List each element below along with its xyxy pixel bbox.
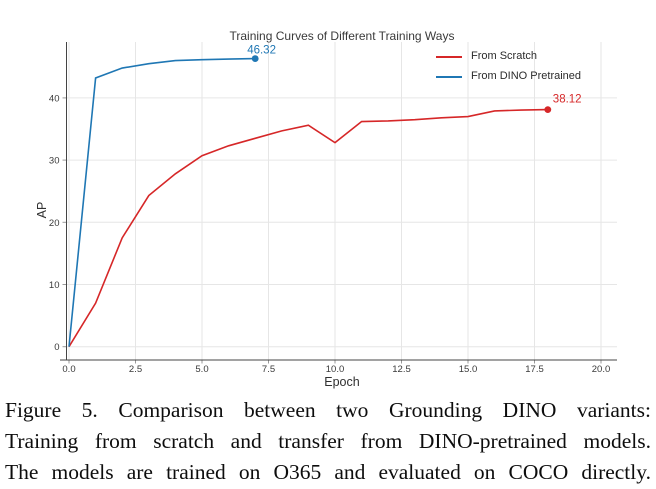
x-tick-label: 15.0 [459, 364, 478, 375]
y-tick-label: 40 [49, 93, 60, 104]
x-axis-label: Epoch [324, 375, 359, 389]
legend-swatch-from-dino-pretrained [436, 75, 462, 78]
caption-line-3: The models are trained on O365 and evalu… [5, 460, 651, 484]
y-tick-label: 0 [54, 342, 59, 353]
legend-swatch-from-scratch [436, 55, 462, 58]
y-tick-label: 20 [49, 218, 60, 229]
tick-marks [62, 97, 602, 364]
y-axis-label: AP [35, 202, 49, 219]
x-tick-label: 7.5 [262, 364, 275, 375]
chart-title: Training Curves of Different Training Wa… [230, 29, 455, 43]
x-tick-label: 17.5 [525, 364, 544, 375]
legend-label-from-scratch: From Scratch [471, 50, 538, 62]
x-tick-labels: 0.0 2.5 5.0 7.5 10.0 12.5 15.0 17.5 20.0 [62, 364, 610, 375]
chart-legend: From Scratch From DINO Pretrained [436, 50, 581, 83]
legend-label-from-dino-pretrained: From DINO Pretrained [471, 70, 582, 82]
x-tick-label: 20.0 [592, 364, 611, 375]
x-tick-label: 2.5 [129, 364, 142, 375]
training-curves-chart: 0.0 2.5 5.0 7.5 10.0 12.5 15.0 17.5 20.0 0 10 20 30… [35, 29, 617, 389]
line-from-dino-pretrained [68, 57, 256, 347]
y-tick-label: 10 [49, 280, 60, 291]
chart-canvas: 0.0 2.5 5.0 7.5 10.0 12.5 15.0 17.5 20.0 0 10 20 30… [35, 29, 617, 389]
caption-line-1: Figure 5. Comparison between two Groundi… [5, 398, 651, 422]
figure-caption: Figure 5. Comparison between two Groundi… [0, 390, 656, 488]
annotation-final-ap-from-dino-pretrained: 46.32 [247, 45, 276, 57]
endpoint-marker-from-scratch [544, 106, 552, 113]
x-tick-label: 0.0 [62, 364, 75, 375]
endpoint-marker-from-dino-pretrained [251, 55, 259, 62]
caption-line-2: Training from scratch and transfer from … [5, 429, 651, 453]
y-tick-labels: 0 10 20 30 40 [49, 93, 60, 353]
legend-item-from-dino-pretrained: From DINO Pretrained [436, 70, 581, 83]
y-tick-label: 30 [49, 156, 60, 167]
legend-item-from-scratch: From Scratch [436, 50, 581, 63]
line-from-scratch [68, 108, 548, 348]
x-tick-label: 12.5 [392, 364, 411, 375]
annotation-final-ap-from-scratch: 38.12 [553, 94, 582, 106]
x-tick-label: 10.0 [326, 364, 345, 375]
x-tick-label: 5.0 [195, 364, 208, 375]
grid-lines [66, 42, 617, 360]
